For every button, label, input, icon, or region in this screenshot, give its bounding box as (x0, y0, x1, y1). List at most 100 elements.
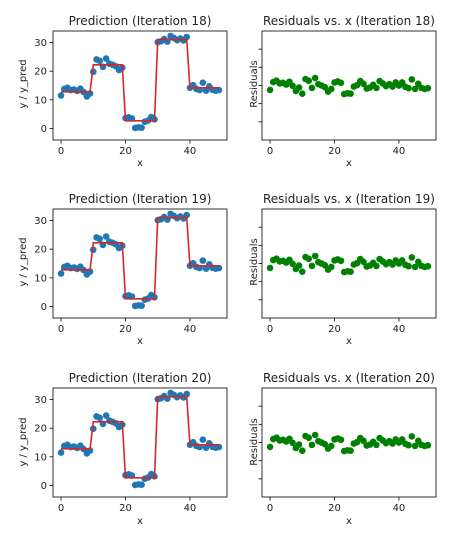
x-tick-label: 0 (58, 503, 64, 514)
data-point (199, 79, 207, 86)
x-tick-label: 20 (328, 503, 341, 514)
x-tick-label: 0 (58, 146, 64, 157)
data-point (337, 257, 345, 265)
y-tick-label: 10 (34, 95, 47, 106)
x-tick-label: 40 (184, 503, 197, 514)
data-point (289, 439, 296, 447)
data-point (183, 33, 191, 41)
data-point (199, 257, 207, 264)
data-point (311, 252, 319, 260)
y-tick-label: 0 (41, 481, 47, 492)
data-point (305, 434, 313, 442)
chart-title: Prediction (Iteration 19) (69, 192, 212, 206)
data-point (266, 443, 274, 451)
data-point (411, 442, 419, 450)
data-point (411, 263, 419, 271)
data-point (266, 264, 274, 272)
x-tick-label: 40 (393, 324, 406, 335)
data-point (138, 124, 145, 131)
chart-title: Residuals vs. x (Iteration 19) (263, 192, 435, 206)
data-point (373, 262, 380, 270)
x-tick-label: 40 (393, 146, 406, 157)
x-axis-label: x (346, 336, 352, 347)
y-tick-label: 10 (34, 273, 47, 284)
x-tick-label: 20 (119, 146, 132, 157)
data-point (57, 92, 65, 99)
data-point (373, 441, 380, 449)
prediction-line (61, 395, 219, 479)
data-point (102, 55, 110, 62)
x-tick-label: 0 (267, 146, 273, 157)
y-tick-label: 30 (34, 38, 47, 49)
data-point (298, 447, 306, 454)
data-point (347, 447, 354, 454)
chart-resid-iter18: Residuals vs. x (Iteration 18) x Residua… (249, 14, 437, 169)
data-point (305, 255, 313, 263)
data-point (327, 263, 335, 271)
data-point (337, 79, 345, 87)
y-axis-label: Residuals (249, 60, 260, 107)
data-point (183, 390, 191, 398)
chart-title: Residuals vs. x (Iteration 18) (263, 14, 435, 28)
data-point (311, 431, 319, 439)
data-point (295, 441, 303, 448)
y-tick-label: 0 (41, 124, 47, 135)
data-point (424, 84, 432, 92)
data-point (289, 260, 296, 268)
data-point (96, 414, 104, 422)
x-tick-label: 0 (267, 324, 273, 335)
chart-pred-iter20: Prediction (Iteration 20) x y / y_pred 0… (18, 371, 228, 527)
x-tick-label: 0 (58, 324, 64, 335)
chart-title: Prediction (Iteration 20) (69, 371, 212, 385)
y-axis-label: Residuals (249, 418, 260, 465)
chart-resid-iter19: Residuals vs. x (Iteration 19) x Residua… (249, 192, 437, 347)
data-point (96, 57, 104, 65)
prediction-line (61, 38, 219, 122)
data-point (138, 302, 145, 309)
data-point (424, 262, 432, 270)
y-axis-label: y / y_pred (18, 59, 29, 108)
axes-frame (52, 30, 228, 141)
chart-resid-iter20: Residuals vs. x (Iteration 20) x Residua… (249, 371, 437, 527)
x-axis-label: x (137, 158, 143, 169)
data-point (295, 84, 303, 91)
x-tick-label: 20 (119, 503, 132, 514)
data-point (305, 77, 313, 85)
x-tick-label: 40 (184, 146, 197, 157)
y-tick-label: 30 (34, 216, 47, 227)
x-axis-label: x (137, 336, 143, 347)
data-point (308, 84, 316, 92)
x-tick-label: 40 (184, 324, 197, 335)
x-tick-label: 0 (267, 503, 273, 514)
data-point (311, 74, 319, 82)
data-point (347, 268, 354, 275)
data-point (408, 76, 416, 83)
y-axis-label: Residuals (249, 238, 260, 285)
prediction-line (61, 216, 219, 300)
y-tick-label: 30 (34, 395, 47, 406)
data-point (360, 258, 367, 266)
data-point (405, 441, 412, 449)
x-axis-label: x (137, 516, 143, 527)
data-point (347, 90, 354, 97)
data-point (102, 233, 110, 240)
y-axis-label: y / y_pred (18, 237, 29, 286)
data-point (373, 84, 380, 92)
data-point (298, 90, 306, 97)
data-point (360, 80, 367, 88)
data-point (138, 481, 145, 488)
chart-title: Prediction (Iteration 18) (69, 14, 212, 28)
data-point (298, 268, 306, 275)
data-point (96, 235, 104, 243)
data-point (102, 412, 110, 419)
y-tick-label: 20 (34, 245, 47, 256)
x-axis-label: x (346, 516, 352, 527)
data-point (360, 437, 367, 445)
x-tick-label: 20 (328, 324, 341, 335)
y-tick-label: 0 (41, 302, 47, 313)
y-tick-label: 20 (34, 424, 47, 435)
data-point (424, 441, 432, 449)
y-tick-label: 10 (34, 452, 47, 463)
data-point (289, 82, 296, 90)
